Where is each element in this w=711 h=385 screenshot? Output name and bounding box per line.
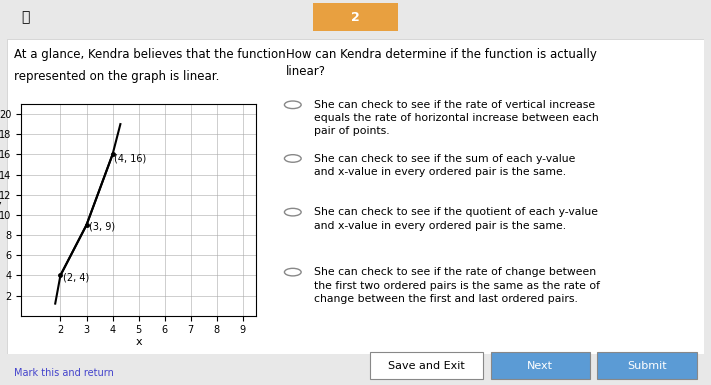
Text: Submit: Submit — [627, 361, 667, 371]
Text: (2, 4): (2, 4) — [63, 273, 90, 283]
Text: Mark this and return: Mark this and return — [14, 368, 114, 378]
Text: Next: Next — [528, 361, 553, 371]
Text: At a glance, Kendra believes that the function: At a glance, Kendra believes that the fu… — [14, 48, 286, 61]
Text: 2: 2 — [351, 11, 360, 24]
Text: Save and Exit: Save and Exit — [388, 361, 465, 371]
Text: 🔒: 🔒 — [21, 10, 30, 24]
Text: She can check to see if the sum of each y-value
and x-value in every ordered pai: She can check to see if the sum of each … — [314, 154, 575, 177]
Text: She can check to see if the quotient of each y-value
and x-value in every ordere: She can check to see if the quotient of … — [314, 208, 598, 231]
Text: represented on the graph is linear.: represented on the graph is linear. — [14, 70, 220, 83]
Text: She can check to see if the rate of vertical increase
equals the rate of horizon: She can check to see if the rate of vert… — [314, 100, 599, 136]
Text: (4, 16): (4, 16) — [114, 154, 146, 163]
Text: She can check to see if the rate of change between
the first two ordered pairs i: She can check to see if the rate of chan… — [314, 268, 599, 304]
Bar — [597, 352, 697, 379]
Bar — [370, 352, 483, 379]
Bar — [313, 3, 398, 31]
Y-axis label: y: y — [0, 200, 1, 210]
X-axis label: x: x — [135, 337, 142, 347]
Text: (3, 9): (3, 9) — [89, 222, 115, 232]
Text: How can Kendra determine if the function is actually
linear?: How can Kendra determine if the function… — [286, 48, 597, 78]
Bar — [491, 352, 590, 379]
